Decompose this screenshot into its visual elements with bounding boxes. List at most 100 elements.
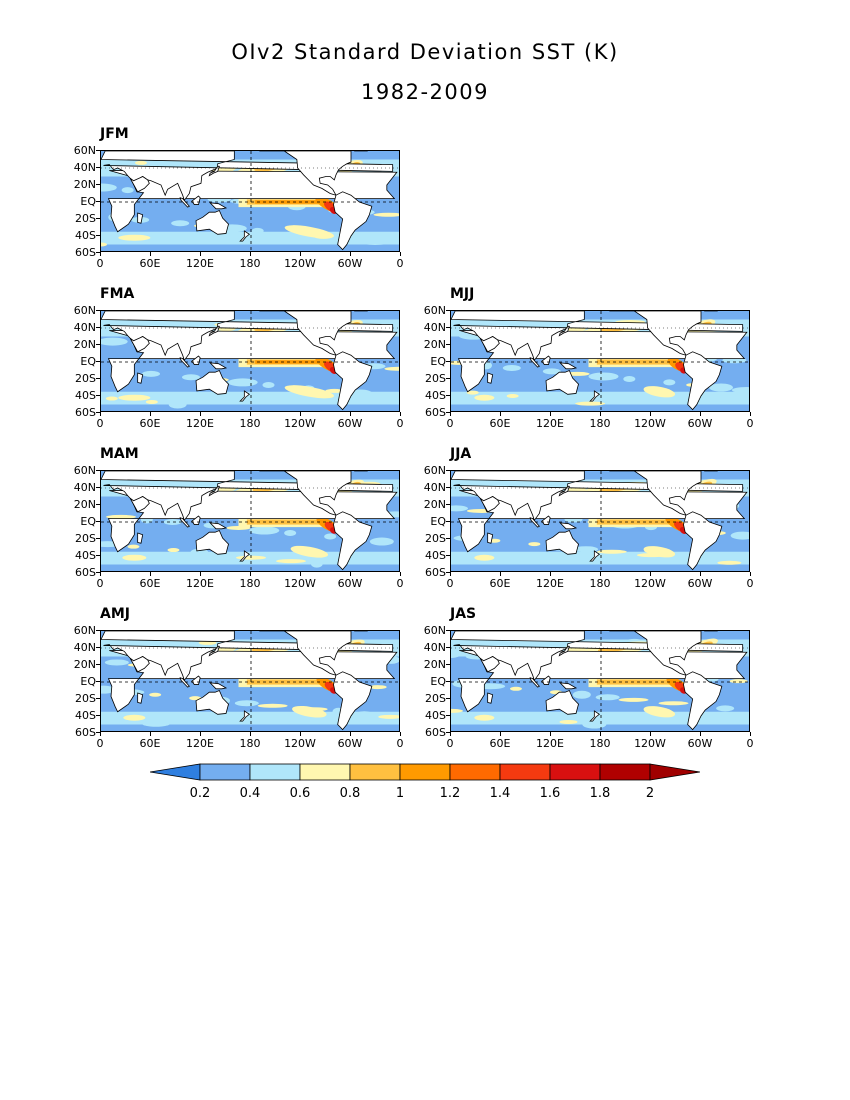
land-mass — [239, 230, 251, 242]
lat-tick — [446, 630, 450, 631]
lat-tick — [96, 252, 100, 253]
lon-tick-label: 60E — [139, 737, 161, 750]
lon-tick-label: 0 — [96, 417, 104, 430]
land-mass — [451, 471, 744, 522]
lat-tick — [96, 395, 100, 396]
map-panel-mjj: MJJ 60N 40N 20N EQ 20S 40S 60S 0 60E 120E 180 120W 6… — [424, 286, 754, 430]
lat-tick — [96, 327, 100, 328]
lat-tick — [96, 150, 100, 151]
land-mass — [209, 682, 228, 690]
lat-tick-label: 40N — [423, 640, 446, 654]
lon-tick-label: 180 — [239, 257, 261, 270]
sst-field — [451, 311, 749, 411]
sst-anomaly-region — [572, 690, 591, 699]
land-mass — [683, 671, 723, 731]
sst-anomaly-region — [474, 714, 495, 721]
lon-tick-label: 60E — [489, 737, 511, 750]
land-mass — [545, 529, 579, 555]
sst-anomaly-region — [588, 372, 619, 381]
lon-tick — [400, 412, 401, 416]
sst-anomaly-region — [104, 659, 129, 666]
panel-label: AMJ — [100, 606, 130, 622]
lat-tick — [446, 698, 450, 699]
lon-tick-label: 120W — [634, 417, 666, 430]
land-mass — [589, 390, 601, 402]
land-mass — [333, 671, 373, 731]
sst-field — [101, 151, 399, 251]
land-mass — [558, 485, 570, 497]
land-mass — [333, 511, 373, 571]
lon-tick — [400, 252, 401, 256]
sst-anomaly-region — [190, 548, 209, 557]
lat-tick — [446, 647, 450, 648]
lat-tick — [96, 698, 100, 699]
lon-tick — [350, 252, 351, 256]
lat-tick-label: 40S — [75, 548, 96, 562]
sst-anomaly-region — [135, 160, 147, 165]
lat-tick-label: EQ — [80, 674, 96, 688]
sst-anomaly-region — [384, 366, 399, 371]
lon-tick-label: 0 — [746, 737, 754, 750]
lon-tick — [150, 732, 151, 736]
land-mass — [129, 656, 150, 673]
sst-anomaly-region — [373, 212, 399, 217]
sst-anomaly-region — [324, 533, 337, 540]
land-mass — [129, 496, 150, 513]
land-mass — [609, 471, 702, 516]
lon-tick — [200, 412, 201, 416]
land-mass — [559, 522, 578, 530]
lat-tick-label: 20S — [425, 371, 446, 385]
land-mass — [559, 682, 578, 690]
lat-tick — [446, 378, 450, 379]
lon-tick-label: 120W — [284, 577, 316, 590]
lon-tick-label: 0 — [396, 577, 404, 590]
lon-tick-label: 0 — [96, 257, 104, 270]
lat-tick-label: 20S — [75, 691, 96, 705]
sst-anomaly-region — [709, 383, 733, 392]
sst-field — [101, 311, 399, 411]
lat-tick-label: 40S — [425, 388, 446, 402]
sst-anomaly-region — [234, 700, 259, 707]
lon-tick-label: 60W — [337, 417, 363, 430]
sst-anomaly-region — [643, 706, 676, 718]
sst-anomaly-region — [198, 640, 217, 645]
sst-anomaly-region — [618, 697, 649, 702]
land-mass — [137, 372, 144, 384]
lon-tick-label: 180 — [589, 417, 611, 430]
lon-tick — [500, 412, 501, 416]
sst-anomaly-region — [501, 712, 532, 721]
sst-anomaly-region — [528, 542, 541, 547]
lon-tick-label: 120W — [634, 577, 666, 590]
sst-anomaly-region — [325, 388, 344, 393]
lat-tick-label: 60N — [73, 143, 96, 157]
map-panel-mam: MAM 60N 40N 20N EQ 20S 40S 60S 0 60E 120E 180 120W 6… — [74, 446, 404, 590]
lon-tick — [100, 412, 101, 416]
lon-tick — [300, 412, 301, 416]
sst-anomaly-region — [559, 719, 578, 724]
lon-tick — [250, 572, 251, 576]
lon-tick — [750, 732, 751, 736]
lat-tick-label: EQ — [430, 354, 446, 368]
sst-anomaly-region — [292, 705, 327, 718]
land-mass — [179, 677, 190, 688]
land-mass — [541, 675, 551, 685]
lat-tick-label: 60S — [425, 565, 446, 579]
sst-anomaly-region — [251, 227, 264, 234]
land-mass — [589, 710, 601, 722]
sst-anomaly-region — [360, 238, 391, 245]
sst-field — [101, 471, 399, 571]
sst-anomaly-region — [284, 530, 297, 537]
map-panel-jfm: JFM 60N 40N 20N EQ 20S 40S 60S 0 60E 120E 180 120W 6… — [74, 126, 404, 270]
sst-anomaly-region — [451, 708, 463, 713]
sst-anomaly-region — [717, 560, 742, 565]
lon-tick — [700, 412, 701, 416]
lat-tick — [96, 235, 100, 236]
land-mass — [137, 532, 144, 544]
colorbar-swatch — [349, 763, 401, 781]
lon-tick-label: 60W — [337, 257, 363, 270]
panel-label: FMA — [100, 286, 135, 302]
land-mass — [101, 151, 394, 202]
sst-anomaly-region — [474, 554, 495, 561]
land-mass — [179, 517, 190, 528]
lon-tick — [700, 572, 701, 576]
